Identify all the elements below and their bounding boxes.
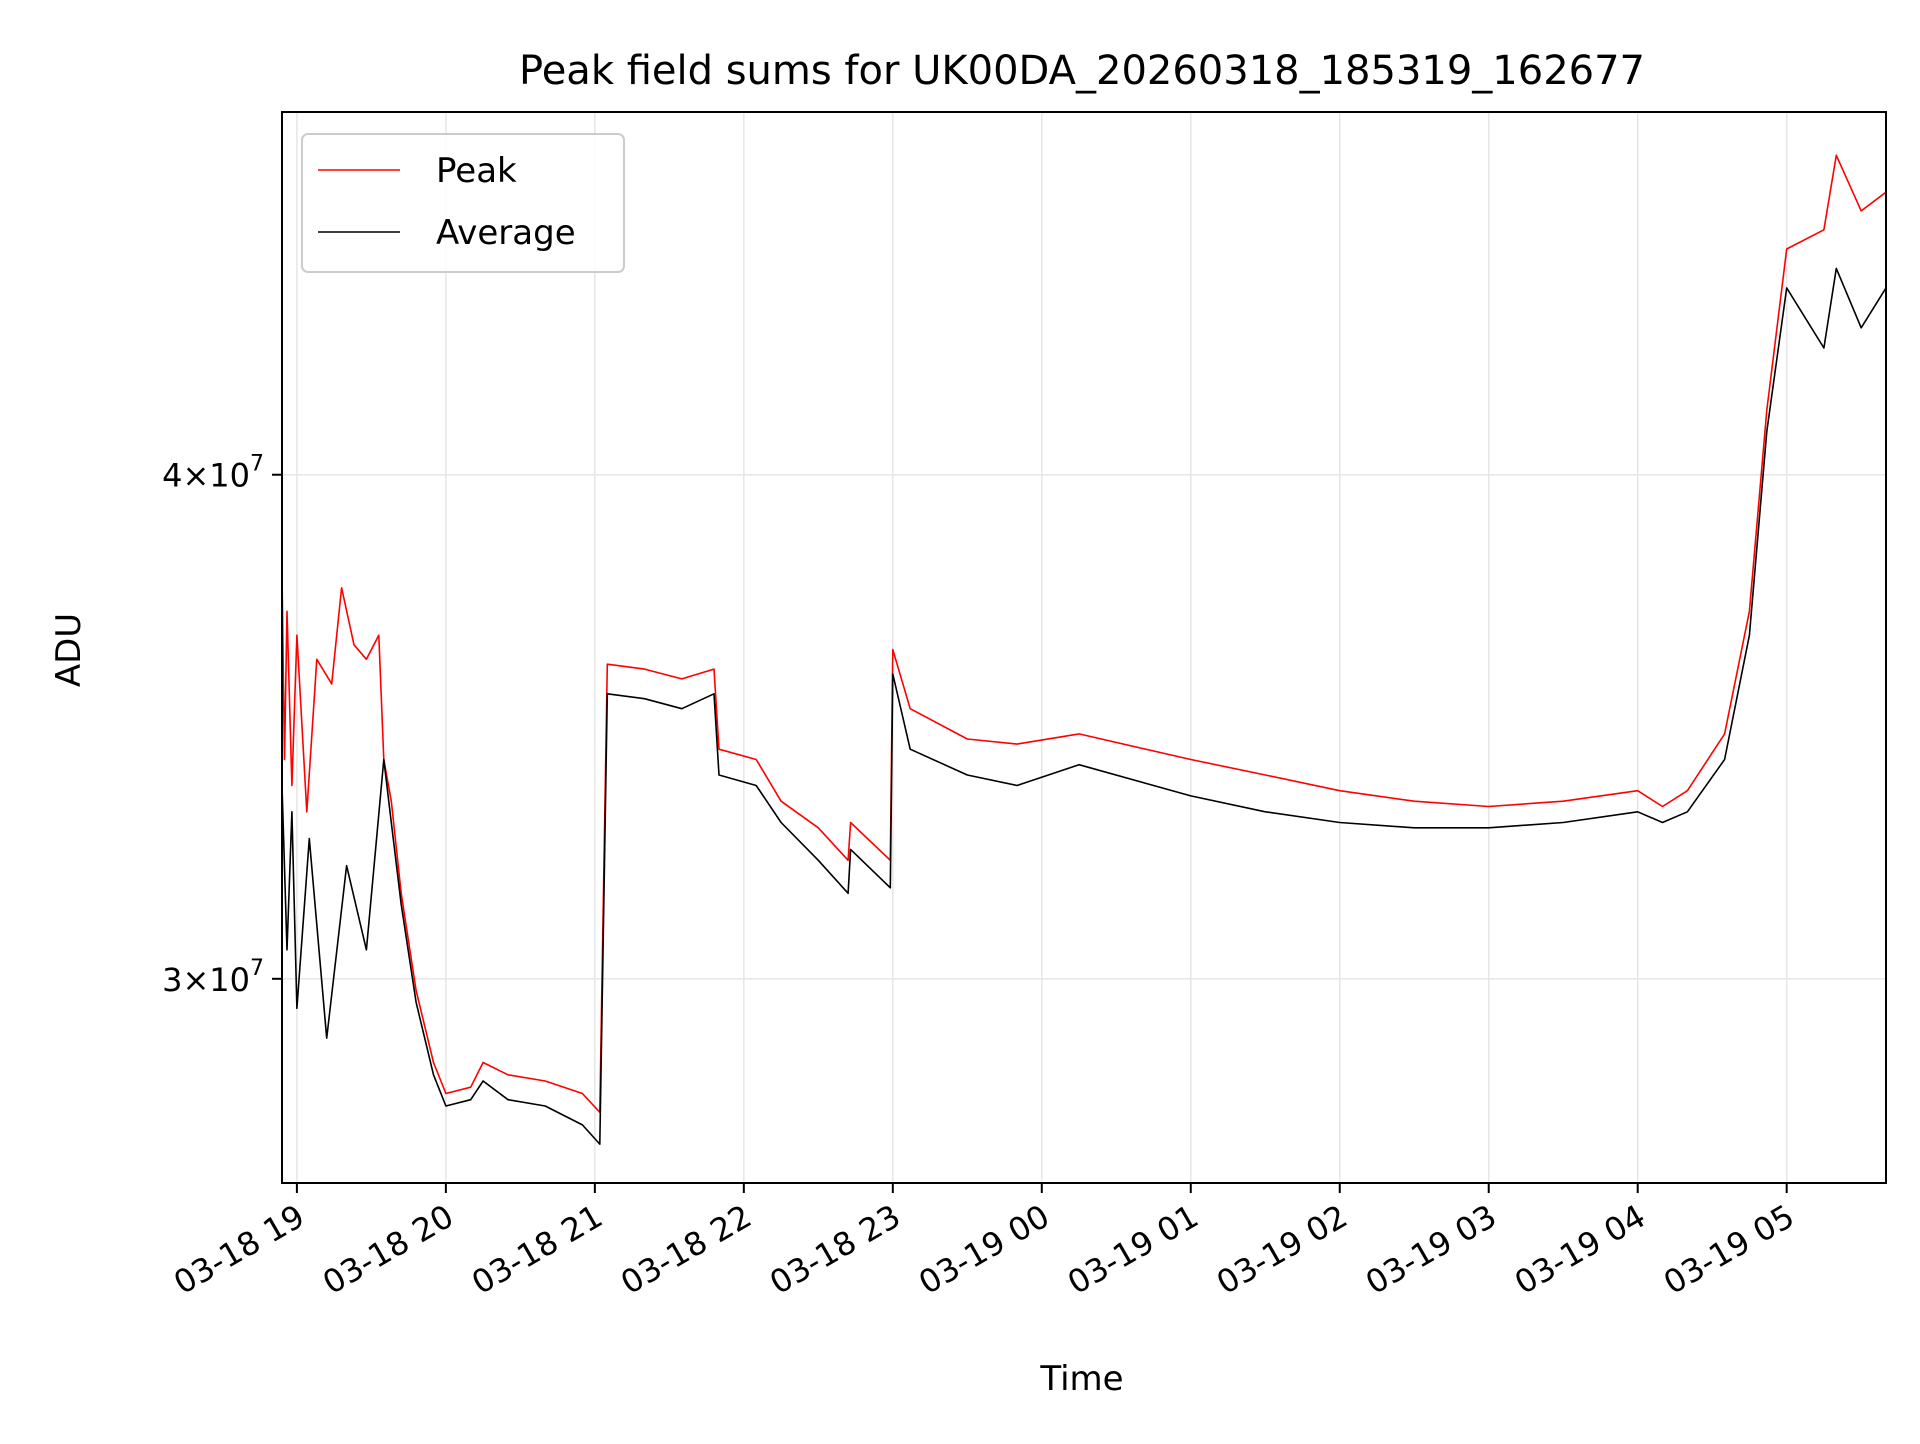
x-axis-label: Time [1039,1359,1123,1399]
legend: Peak Average [301,133,625,273]
legend-label-peak: Peak [436,151,517,191]
grid [282,112,1886,1183]
y-tick-label: 3×107 [162,956,264,999]
y-axis-ticks: 3×107 4×107 [162,452,282,999]
plot-frame [281,111,1887,1184]
y-tick-label: 4×107 [162,452,264,495]
chart-title: Peak field sums for UK00DA_20260318_1853… [519,48,1645,94]
series-group [281,154,1887,1145]
y-axis-label: ADU [49,613,89,687]
series-line-average [281,267,1887,1145]
legend-box [301,133,625,273]
series-line-peak [281,154,1887,1114]
legend-label-average: Average [436,213,576,253]
